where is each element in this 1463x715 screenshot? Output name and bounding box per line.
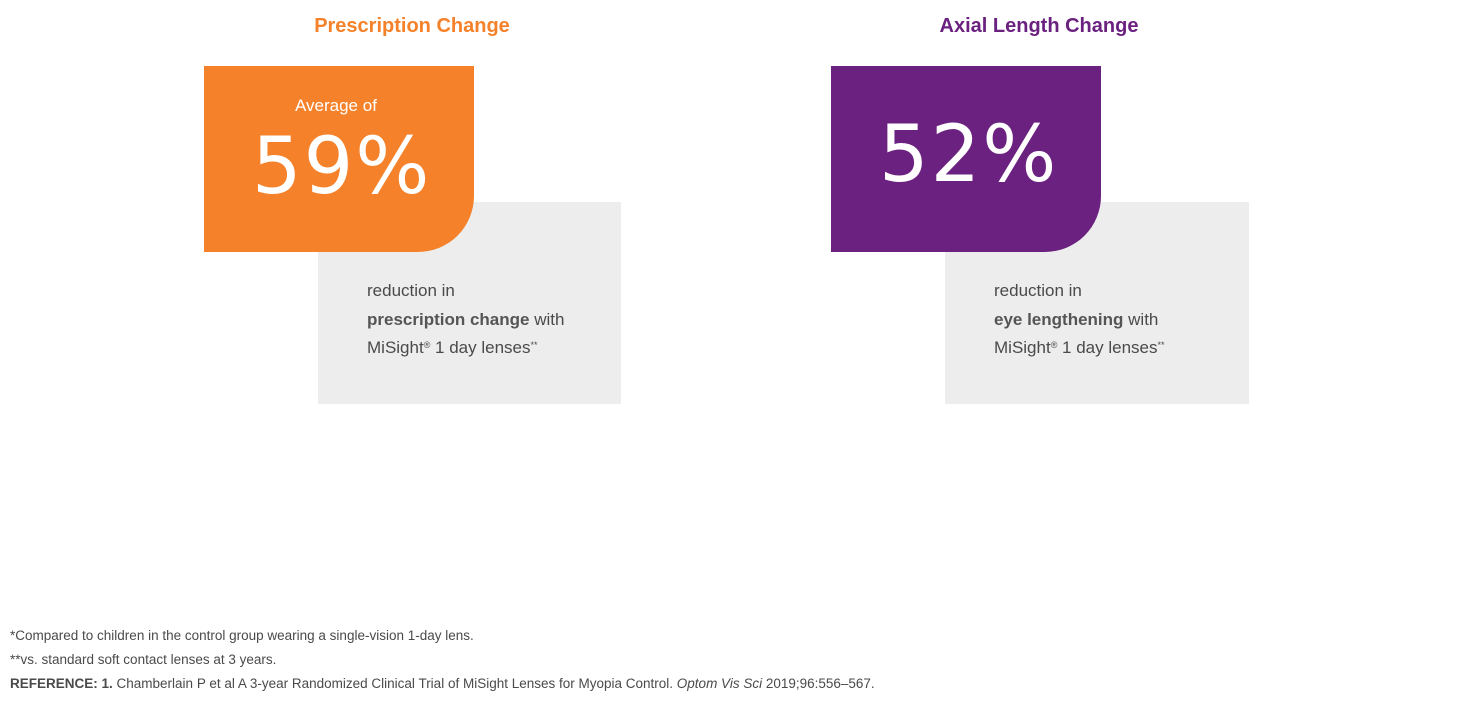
prescription-stat-box: Average of 59% (204, 66, 474, 252)
footnotes: *Compared to children in the control gro… (10, 624, 875, 696)
desc-line-3-rest: 1 day lenses (430, 338, 531, 357)
desc-line-1: reduction in (994, 281, 1082, 300)
desc-line-3: MiSight® 1 day lenses** (367, 334, 564, 363)
desc-line-2: prescription change with (367, 306, 564, 335)
prescription-change-title: Prescription Change (314, 15, 510, 37)
reference-text: Chamberlain P et al A 3-year Randomized … (112, 676, 677, 691)
desc-line-3: MiSight® 1 day lenses** (994, 334, 1165, 363)
desc-line-3-rest: 1 day lenses (1057, 338, 1158, 357)
axial-description: reduction in eye lengthening with MiSigh… (994, 277, 1165, 363)
prescription-stat-value: 59% (252, 122, 432, 212)
reference-tail: 2019;96:556–567. (762, 676, 875, 691)
footnote-marker: ** (530, 340, 538, 350)
brand-name: MiSight (994, 338, 1051, 357)
axial-length-change-title: Axial Length Change (939, 15, 1139, 37)
axial-stat-value: 52% (879, 110, 1059, 200)
desc-bold: eye lengthening (994, 309, 1124, 329)
desc-after-bold: with (529, 309, 565, 329)
prescription-description: reduction in prescription change with Mi… (367, 277, 564, 363)
desc-line-1: reduction in (367, 281, 455, 300)
axial-stat-box: 52% (831, 66, 1101, 252)
footnote-marker: ** (1157, 340, 1165, 350)
registered-mark: ® (423, 340, 431, 350)
reference-journal: Optom Vis Sci (676, 676, 763, 691)
desc-bold: prescription change (367, 309, 530, 329)
reference-label: REFERENCE: 1. (10, 676, 113, 691)
desc-after-bold: with (1123, 309, 1159, 329)
footnote-2: **vs. standard soft contact lenses at 3 … (10, 652, 277, 667)
average-of-label: Average of (295, 96, 377, 115)
footnote-1: *Compared to children in the control gro… (10, 628, 474, 643)
desc-line-2: eye lengthening with (994, 306, 1165, 335)
registered-mark: ® (1050, 340, 1058, 350)
brand-name: MiSight (367, 338, 424, 357)
reference-line: REFERENCE: 1. Chamberlain P et al A 3-ye… (10, 672, 875, 696)
